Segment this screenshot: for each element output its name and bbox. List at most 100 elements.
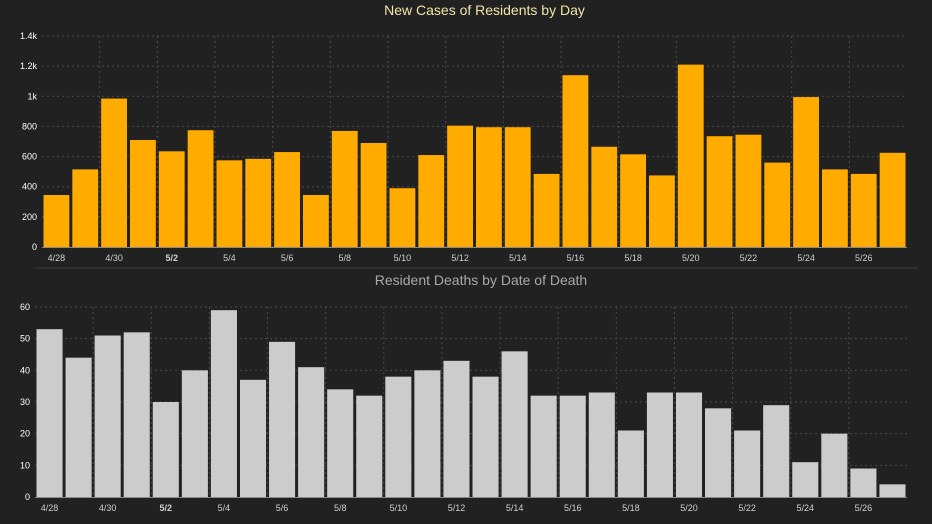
- chart2-x-tick-label: 5/26: [855, 503, 873, 513]
- chart2-y-tick-label: 50: [20, 334, 30, 344]
- chart2-bar-5-14: [501, 351, 528, 497]
- chart1-y-tick-label: 200: [22, 212, 37, 222]
- chart2-bar-5-1: [123, 332, 150, 497]
- chart2-bar-5-19: [646, 392, 673, 497]
- chart1-bar-5-14: [504, 127, 531, 247]
- chart1-bar-5-17: [591, 146, 618, 247]
- chart1-x-tick-label: 5/26: [855, 253, 873, 263]
- chart1-bar-5-16: [562, 75, 589, 247]
- chart1-x-tick-label: 5/16: [567, 253, 585, 263]
- chart2-y-tick-label: 60: [20, 302, 30, 312]
- chart2-bar-5-6: [269, 341, 296, 497]
- chart2-bar-5-5: [239, 379, 267, 497]
- chart2-bar-5-13: [472, 376, 499, 497]
- chart1-bar-5-11: [418, 155, 445, 247]
- chart1-bar-5-22: [735, 134, 762, 247]
- chart1-bar-5-8: [331, 130, 358, 247]
- chart2-bar-5-21: [705, 408, 732, 497]
- chart2-bar-5-23: [763, 405, 790, 497]
- chart2-bar-5-24: [792, 462, 819, 497]
- chart1-x-tick-label: 5/24: [797, 253, 815, 263]
- chart1-y-tick-label: 600: [22, 152, 37, 162]
- chart2-bar-5-18: [617, 430, 644, 497]
- chart1-bar-5-1: [130, 139, 156, 247]
- chart1-y-tick-label: 1.4k: [20, 31, 38, 41]
- chart1-x-tick-label: 4/28: [48, 253, 66, 263]
- chart1-y-tick-label: 1k: [27, 91, 37, 101]
- chart1-y-tick-label: 1.2k: [20, 61, 38, 71]
- chart2-bar-5-12: [443, 360, 470, 497]
- chart2-bar-5-27: [879, 484, 906, 497]
- chart2-bar-5-20: [675, 392, 703, 497]
- chart2-bar-5-7: [298, 367, 325, 497]
- chart2-x-tick-label: 5/22: [738, 503, 756, 513]
- chart1-bar-5-3: [187, 130, 214, 247]
- chart1-bar-5-2: [158, 151, 185, 247]
- chart2-bar-5-2: [152, 402, 179, 497]
- chart1-bar-5-6: [274, 152, 300, 247]
- chart1-bar-5-7: [303, 195, 329, 247]
- chart1-x-tick-label: 4/30: [105, 253, 123, 263]
- chart2-x-tick-label: 5/10: [390, 503, 408, 513]
- chart1-x-tick-label: 5/22: [740, 253, 758, 263]
- chart1-x-tick-label: 5/10: [394, 253, 412, 263]
- chart2-y-tick-label: 20: [20, 429, 30, 439]
- chart1-bar-4-30: [101, 98, 127, 247]
- chart1-x-tick-label: 5/8: [338, 253, 351, 263]
- chart1-bar-4-28: [43, 195, 70, 247]
- chart2-bar-5-25: [821, 433, 848, 497]
- chart1-x-tick-label: 5/6: [281, 253, 294, 263]
- chart1-y-tick-label: 800: [22, 121, 37, 131]
- chart1-y-tick-label: 400: [22, 182, 37, 192]
- chart2-bar-4-30: [94, 335, 121, 497]
- chart1-bar-5-5: [245, 158, 272, 247]
- chart2-x-tick-label: 5/20: [680, 503, 698, 513]
- chart1-bar-5-20: [677, 64, 704, 247]
- chart2-x-tick-label: 5/24: [797, 503, 815, 513]
- chart2-bar-5-8: [327, 389, 354, 497]
- chart2-x-tick-label: 5/2: [160, 503, 173, 513]
- chart2-y-tick-label: 0: [25, 492, 30, 502]
- chart2-bar-5-9: [356, 395, 383, 497]
- chart1-bar-5-19: [649, 175, 675, 247]
- chart1-x-tick-label: 5/12: [451, 253, 469, 263]
- chart1-bar-5-18: [620, 154, 646, 247]
- chart2-bar-5-16: [559, 395, 586, 497]
- chart2-y-tick-label: 40: [20, 365, 30, 375]
- chart2-bar-5-11: [414, 370, 441, 497]
- chart2-bar-5-10: [385, 376, 412, 497]
- chart1-bar-5-24: [793, 97, 819, 247]
- chart1-bar-5-4: [216, 160, 243, 247]
- chart1-bar-5-26: [850, 173, 877, 247]
- chart2-y-tick-label: 10: [20, 460, 30, 470]
- chart2-x-tick-label: 5/6: [276, 503, 289, 513]
- chart2-x-tick-label: 5/14: [506, 503, 524, 513]
- chart1-bar-5-21: [706, 136, 733, 247]
- chart2-bar-4-28: [36, 329, 63, 497]
- chart1-bar-5-10: [389, 188, 416, 247]
- chart2-x-tick-label: 4/28: [41, 503, 59, 513]
- chart2-x-tick-label: 5/16: [564, 503, 582, 513]
- chart1-bar-5-13: [476, 127, 502, 247]
- chart1-bar-4-29: [72, 169, 99, 247]
- chart2-x-tick-label: 5/4: [218, 503, 231, 513]
- chart2-bar-5-4: [210, 310, 237, 497]
- chart1-x-tick-label: 5/4: [223, 253, 236, 263]
- chart1-x-tick-label: 5/2: [165, 253, 178, 263]
- chart2-x-tick-label: 4/30: [99, 503, 117, 513]
- chart1-bar-5-12: [447, 125, 473, 247]
- chart1-y-tick-label: 0: [32, 242, 37, 252]
- chart1-bar-5-25: [822, 169, 848, 247]
- chart1-bar-5-23: [764, 162, 791, 247]
- chart1-bar-5-9: [360, 143, 387, 247]
- chart2-bar-5-17: [588, 392, 615, 497]
- chart2-y-tick-label: 30: [20, 397, 30, 407]
- chart2-bar-5-15: [530, 395, 557, 497]
- chart1-x-tick-label: 5/14: [509, 253, 527, 263]
- chart2-bar-5-22: [734, 430, 761, 497]
- chart1-bar-5-27: [879, 152, 906, 247]
- chart2-bar-4-29: [65, 357, 92, 497]
- chart1-bar-5-15: [533, 173, 560, 247]
